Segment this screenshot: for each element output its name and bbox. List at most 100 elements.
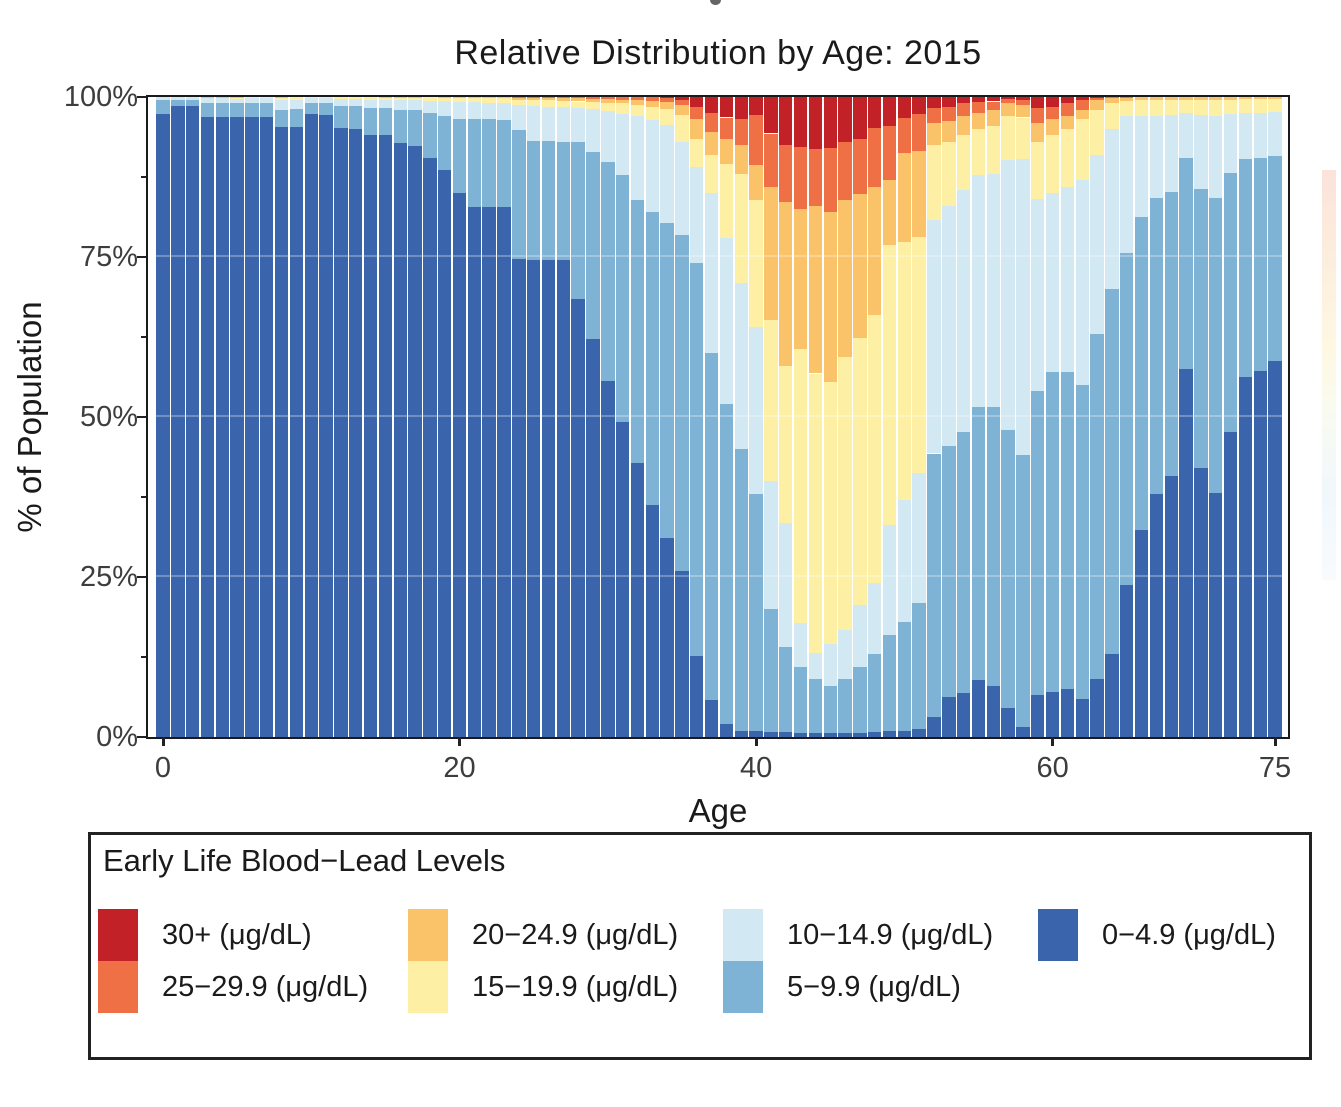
bar-segment (942, 446, 956, 697)
legend-item: 30+ (μg/dL) (98, 909, 408, 961)
bar-segment (630, 200, 645, 464)
bar-segment (1016, 726, 1030, 737)
bar-segment (571, 98, 585, 102)
bar-segment (541, 97, 556, 98)
bar-segment (838, 630, 852, 680)
bar-segment (704, 353, 719, 700)
bar-segment (200, 98, 215, 104)
bar-segment (571, 107, 585, 142)
bar-segment (1268, 98, 1282, 113)
bar-segment (1045, 135, 1060, 193)
bar-segment (942, 141, 956, 207)
legend-swatch (98, 909, 138, 961)
bar-segment (882, 731, 897, 737)
y-tick-mark (137, 96, 146, 98)
bar-segment (1194, 99, 1208, 115)
bar-segment (482, 97, 496, 99)
legend-swatch (723, 909, 763, 961)
bar-segment (1001, 98, 1015, 104)
bar-segment (230, 98, 244, 99)
bar-segment (808, 373, 823, 654)
bar-segment (615, 97, 630, 100)
stacked-bars (148, 97, 1288, 737)
bar-segment (645, 505, 659, 737)
bar-segment (260, 102, 274, 117)
bar-segment (260, 97, 274, 99)
bar-segment (1194, 468, 1208, 737)
y-tick-mark (137, 416, 146, 418)
bar-segment (897, 118, 912, 154)
bar-segment (334, 98, 348, 106)
bar-segment (200, 97, 215, 99)
bar-segment (690, 656, 704, 737)
bar-segment (260, 116, 274, 737)
bar-segment (1075, 385, 1089, 699)
bar-segment (764, 186, 778, 320)
bar-segment (215, 98, 229, 104)
bar-segment (586, 98, 600, 103)
bar-segment (1179, 99, 1193, 113)
bar-segment (1134, 97, 1149, 101)
bar-segment (1120, 97, 1134, 98)
bar-segment (1268, 97, 1282, 99)
bar-segment (882, 126, 897, 181)
bar-segment (675, 235, 689, 571)
bar-segment (675, 141, 689, 236)
bar-segment (556, 97, 571, 98)
bar-segment (1031, 695, 1045, 737)
bar-segment (808, 206, 823, 374)
bar-segment (1001, 103, 1015, 117)
bar-segment (274, 97, 289, 101)
bar-segment (245, 98, 259, 104)
bar-segment (541, 140, 556, 261)
bar-segment (363, 107, 378, 136)
bar-segment (912, 151, 926, 237)
bar-segment (1253, 97, 1267, 99)
bar-segment (156, 97, 170, 101)
y-tick-label: 50% (79, 401, 138, 433)
bar-segment (319, 103, 333, 115)
bar-segment (719, 404, 734, 724)
bar-segment (467, 207, 482, 737)
y-tick-label: 0% (96, 721, 138, 753)
bar-segment (823, 148, 837, 213)
bar-segment (1223, 114, 1238, 174)
bar-segment (1223, 97, 1238, 100)
x-tick-label: 60 (1036, 752, 1069, 784)
bar-segment (556, 141, 571, 261)
bar-segment (986, 173, 1000, 408)
bar-segment (1060, 116, 1075, 129)
bar-segment (1045, 106, 1060, 120)
bar-segment (1090, 97, 1104, 99)
bar-segment (408, 97, 422, 98)
bar-segment (956, 431, 971, 694)
bar-segment (971, 175, 986, 407)
y-tick-mark (137, 736, 146, 738)
bar-segment (660, 109, 674, 126)
bar-segment (823, 733, 837, 737)
bar-segment (467, 97, 482, 103)
bar-segment (956, 103, 971, 117)
bar-segment (452, 98, 467, 103)
bar-segment (764, 481, 778, 609)
bar-segment (927, 219, 941, 454)
bar-segment (482, 207, 496, 737)
y-tick-label: 100% (63, 81, 138, 113)
bar-segment (838, 141, 852, 201)
y-tick-mark (137, 256, 146, 258)
bar-segment (378, 97, 393, 100)
bar-segment (897, 153, 912, 242)
legend-item: 10−14.9 (μg/dL) (723, 909, 1038, 961)
bar-segment (378, 107, 393, 136)
bar-segment (719, 117, 734, 139)
bar-segment (897, 730, 912, 737)
bar-segment (289, 97, 304, 100)
bar-segment (882, 525, 897, 635)
bar-segment (185, 97, 200, 100)
bar-segment (660, 125, 674, 224)
bar-segment (838, 200, 852, 357)
bar-segment (749, 326, 763, 494)
bar-segment (971, 129, 986, 176)
bar-segment (1209, 492, 1223, 737)
